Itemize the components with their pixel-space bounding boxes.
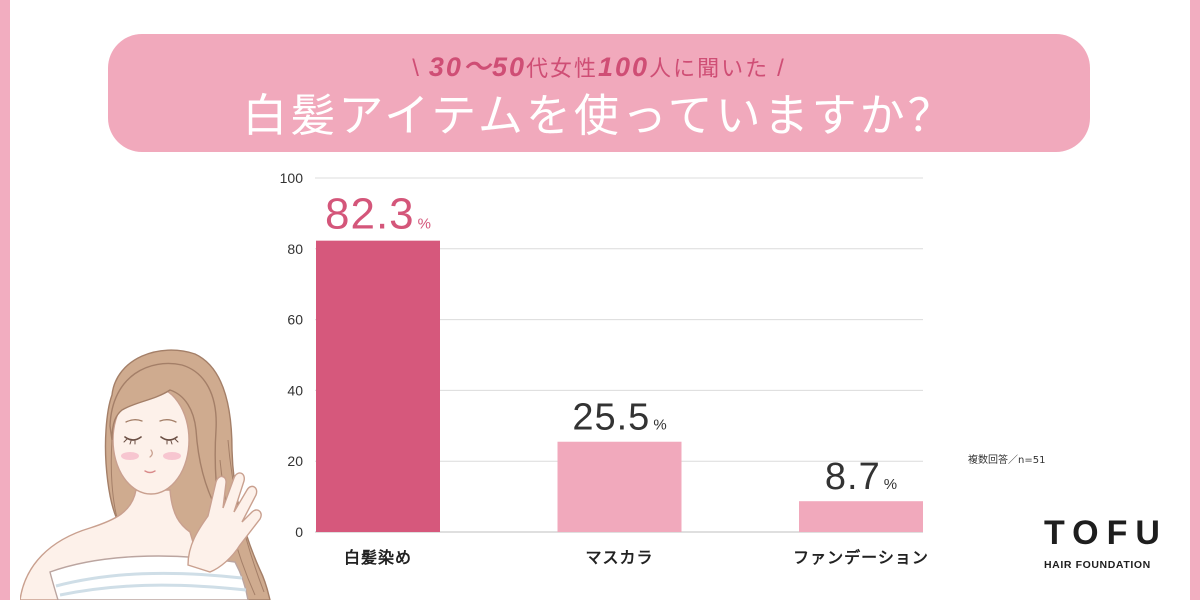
value-unit: % [653, 417, 666, 434]
value-unit: % [884, 476, 897, 493]
mouth [144, 470, 156, 474]
category-label: ファンデーション [793, 548, 929, 567]
bar-foundation [799, 501, 923, 532]
value-label: 25.5% [572, 397, 666, 439]
page-title: 白髪アイテムを使っていますか？ [242, 89, 956, 142]
category-label: マスカラ [585, 548, 653, 567]
brand-tagline: HAIR FOUNDATION [1044, 559, 1151, 571]
closed-eyes [124, 436, 178, 441]
subtitle-slash-left: \ [412, 55, 421, 82]
subtitle-sample-count: 100 [598, 52, 650, 82]
brand-logo: TOFU HAIR FOUNDATION [1044, 514, 1184, 572]
hand [187, 472, 262, 573]
woman-illustration [20, 349, 271, 600]
bar-hair-dye [316, 240, 440, 532]
brand-name: TOFU [1044, 514, 1168, 552]
value-label: 82.3% [325, 190, 431, 239]
subtitle-slash-right: / [777, 55, 786, 82]
blush-left [121, 452, 139, 460]
eyebrows [125, 419, 177, 423]
blush-right [163, 452, 181, 460]
y-tick-label: 40 [287, 382, 303, 398]
value-number: 82.3 [325, 190, 415, 239]
response-note: 複数回答／n=51 [968, 455, 1046, 466]
y-tick-label: 0 [295, 524, 303, 540]
y-tick-label: 60 [287, 312, 303, 328]
category-label: 白髪染め [344, 548, 412, 567]
value-label: 8.7% [825, 456, 897, 498]
frame-right [1190, 0, 1200, 600]
towel-stripes [55, 571, 247, 597]
subtitle-demographic: 代女性 [525, 57, 598, 82]
subtitle-asked: 人に聞いた [649, 57, 770, 82]
nose [149, 449, 153, 458]
value-unit: % [418, 216, 431, 233]
y-tick-label: 100 [280, 170, 304, 186]
value-number: 8.7 [825, 456, 881, 498]
frame-left [0, 0, 10, 600]
eyelashes [123, 438, 179, 445]
face-features [121, 419, 181, 474]
bar-mascara [557, 441, 682, 532]
value-number: 25.5 [572, 397, 650, 439]
subtitle-age-range: 30〜50 [428, 52, 526, 82]
y-tick-label: 80 [287, 241, 303, 257]
survey-subtitle: \ 30〜50代女性100人に聞いた / [108, 49, 1090, 88]
y-tick-label: 20 [287, 453, 303, 469]
title-banner: \ 30〜50代女性100人に聞いた / 白髪アイテムを使っていますか？ [108, 34, 1090, 152]
